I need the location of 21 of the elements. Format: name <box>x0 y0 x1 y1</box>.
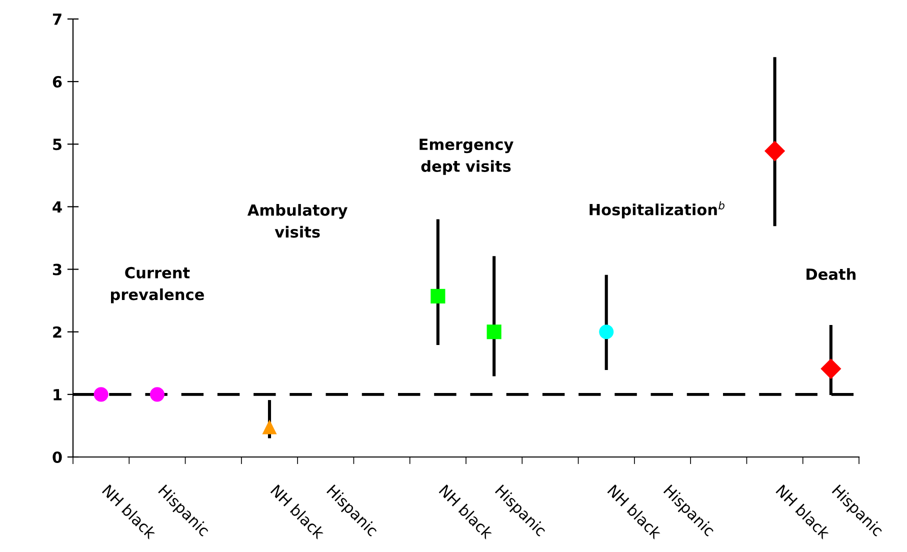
annotation: Death <box>806 268 856 280</box>
point <box>150 387 164 402</box>
annotation: Ambulatory visits <box>247 204 348 238</box>
annotation: Hospitalization$^{b}$ <box>590 201 724 218</box>
y-tick-label: 1 <box>54 389 62 400</box>
annotation: Emergency dept visits <box>420 138 514 175</box>
y-tick-label: 2 <box>53 326 62 338</box>
point <box>599 324 614 340</box>
y-tick-label: 6 <box>52 76 62 88</box>
point <box>764 140 786 162</box>
point <box>94 387 108 402</box>
y-tick-label: 0 <box>52 451 62 464</box>
point <box>262 420 277 434</box>
y-tick-label: 4 <box>52 201 62 213</box>
y-tick-label: 3 <box>52 264 62 276</box>
point <box>820 358 842 380</box>
point <box>430 288 446 304</box>
annotation: Current prevalence <box>111 266 204 304</box>
y-tick-label: 5 <box>53 138 62 150</box>
y-tick-label: 7 <box>52 14 62 25</box>
point <box>486 324 502 340</box>
